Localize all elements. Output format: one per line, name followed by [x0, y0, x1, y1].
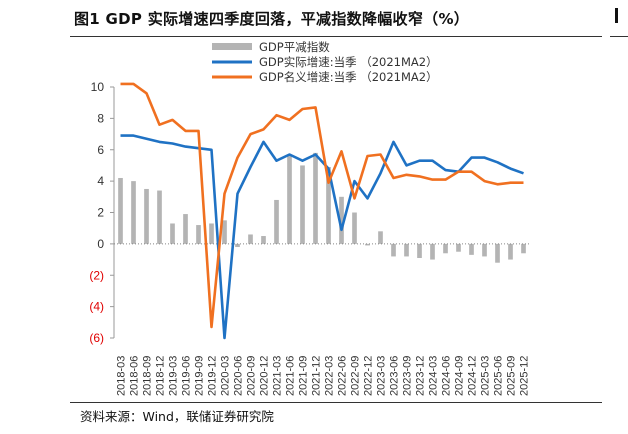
deflator-bar: [196, 225, 201, 244]
deflator-bar: [521, 243, 526, 254]
deflator-bar: [157, 190, 162, 244]
y-tick-label: 8: [97, 111, 104, 125]
x-tick-label: 2023-03: [376, 356, 388, 396]
x-tick-label: 2018-09: [142, 356, 154, 396]
adjacent-title-fragment: [612, 8, 628, 26]
deflator-bar: [235, 243, 240, 248]
adjacent-title-rule: [610, 36, 628, 37]
deflator-bar: [300, 165, 305, 244]
x-tick-label: 2018-12: [155, 356, 167, 396]
x-tick-label: 2022-09: [350, 356, 362, 396]
x-tick-label: 2018-03: [116, 356, 128, 396]
legend-label-nominal: GDP名义增速:当季 （2021MA2）: [259, 70, 438, 84]
footer-rule: [70, 402, 602, 403]
deflator-bar: [443, 243, 448, 254]
source-note: 资料来源：Wind，联储证券研究院: [80, 409, 274, 424]
x-tick-label: 2024-09: [454, 356, 466, 396]
x-tick-label: 2023-09: [402, 356, 414, 396]
x-tick-label: 2025-12: [519, 356, 531, 396]
legend-label-real: GDP实际增速:当季 （2021MA2）: [259, 55, 438, 69]
deflator-bar: [430, 243, 435, 260]
x-tick-label: 2025-06: [493, 356, 505, 396]
x-tick-label: 2023-06: [389, 356, 401, 396]
deflator-bar: [365, 243, 370, 246]
x-tick-label: 2020-09: [246, 356, 258, 396]
x-tick-label: 2020-06: [233, 356, 245, 396]
legend-swatch-deflator: [212, 43, 252, 50]
x-tick-label: 2019-03: [168, 356, 180, 396]
x-tick-label: 2022-03: [324, 356, 336, 396]
y-tick-label: 6: [97, 143, 104, 157]
y-tick-label: (4): [89, 300, 104, 314]
deflator-bar: [482, 243, 487, 257]
y-tick-label: 0: [97, 237, 104, 251]
x-tick-label: 2021-03: [272, 356, 284, 396]
x-tick-label: 2024-03: [428, 356, 440, 396]
chart-legend: GDP平减指数 GDP实际增速:当季 （2021MA2） GDP名义增速:当季 …: [212, 40, 438, 84]
real-growth-line: [120, 134, 524, 340]
y-tick-label: 10: [91, 80, 105, 94]
x-tick-label: 2018-06: [129, 356, 141, 396]
x-tick-label: 2021-09: [298, 356, 310, 396]
x-tick-label: 2019-09: [194, 356, 206, 396]
deflator-bar: [508, 243, 513, 260]
deflator-bar: [287, 156, 292, 244]
x-tick-label: 2019-06: [181, 356, 193, 396]
x-tick-label: 2019-12: [207, 356, 219, 396]
x-tick-label: 2021-06: [285, 356, 297, 396]
deflator-bar: [352, 212, 357, 244]
x-tick-label: 2020-12: [259, 356, 271, 396]
y-tick-label: (6): [89, 331, 104, 345]
x-tick-label: 2025-09: [506, 356, 518, 396]
x-tick-label: 2024-12: [467, 356, 479, 396]
x-tick-label: 2023-12: [415, 356, 427, 396]
deflator-bar: [274, 199, 279, 244]
chart-title: 图1 GDP 实际增速四季度回落，平减指数降幅收窄（%）: [74, 10, 470, 28]
deflator-bar: [378, 231, 383, 244]
deflator-bar: [417, 243, 422, 258]
x-tick-label: 2024-06: [441, 356, 453, 396]
deflator-bar: [404, 243, 409, 257]
deflator-bar: [326, 167, 331, 244]
deflator-bar: [469, 243, 474, 255]
deflator-bar: [118, 177, 123, 244]
x-tick-label: 2020-03: [220, 356, 232, 396]
deflator-bar: [222, 220, 227, 244]
deflator-bar: [248, 234, 253, 244]
y-tick-label: 2: [97, 206, 104, 220]
x-tick-label: 2022-12: [363, 356, 375, 396]
x-tick-label: 2025-03: [480, 356, 492, 396]
deflator-bar: [170, 223, 175, 244]
deflator-bar: [339, 196, 344, 244]
y-tick-label: 4: [97, 174, 104, 188]
deflator-bar: [131, 181, 136, 244]
legend-label-deflator: GDP平减指数: [259, 40, 330, 54]
deflator-bar: [313, 152, 318, 244]
deflator-bar: [144, 188, 149, 244]
nominal-growth-line: [120, 82, 524, 329]
y-tick-label: (2): [89, 268, 104, 282]
deflator-bar: [261, 236, 266, 244]
title-rule: [70, 36, 602, 37]
x-tick-label: 2022-06: [337, 356, 349, 396]
deflator-bar: [495, 243, 500, 263]
deflator-bar: [209, 223, 214, 244]
deflator-bar: [183, 214, 188, 244]
deflator-bar: [391, 243, 396, 257]
x-tick-label: 2021-12: [311, 356, 323, 396]
deflator-bar: [456, 243, 461, 252]
